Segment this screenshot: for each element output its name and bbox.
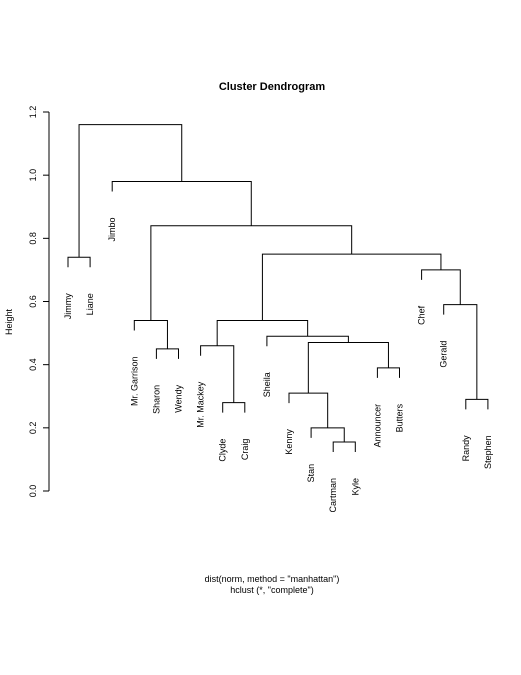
leaf-label: Sharon (151, 385, 161, 414)
sub-label: hclust (*, "complete") (230, 585, 313, 595)
y-axis-label: Height (4, 308, 14, 335)
dendrogram-link (133, 319, 168, 349)
leaf-label: Stephen (483, 435, 493, 469)
y-axis: 0.0 0.2 0.4 0.6 0.8 1.0 1.2 (28, 106, 50, 498)
y-tick-label: 0.8 (28, 232, 38, 245)
dendrogram-link (200, 345, 235, 403)
leaf-label: Liane (85, 293, 95, 315)
dendrogram-link (376, 367, 400, 378)
dendrogram-link (307, 342, 389, 394)
leaf-label: Gerald (439, 341, 449, 368)
dendrogram-link (155, 348, 179, 359)
leaf-label: Mr. Mackey (196, 381, 206, 428)
leaf-label: Announcer (372, 404, 382, 448)
dendrogram-link (288, 392, 329, 428)
dendrogram-link (150, 225, 353, 321)
dendrogram-link (67, 256, 91, 268)
x-axis-label: dist(norm, method = "manhattan") (205, 574, 340, 584)
leaf-label: Randy (461, 435, 471, 462)
dendrogram-link (310, 427, 345, 443)
leaf-label: Chef (417, 305, 427, 325)
dendrogram-links (67, 124, 489, 453)
dendrogram-link (266, 335, 349, 347)
dendrogram-link (78, 124, 183, 258)
dendrogram-link (111, 180, 252, 226)
dendrogram-link (261, 253, 442, 321)
leaf-label: Wendy (174, 384, 184, 412)
dendrogram-link (332, 441, 356, 453)
leaf-label: Jimmy (63, 293, 73, 319)
dendrogram-link (465, 398, 489, 410)
dendrogram-link (443, 304, 478, 400)
y-tick-label: 0.6 (28, 295, 38, 308)
dendrogram-link (421, 269, 461, 305)
y-tick-label: 0.4 (28, 358, 38, 371)
leaf-label: Jimbo (107, 217, 117, 241)
dendrogram-link (222, 402, 246, 413)
leaf-label: Mr. Garrison (129, 356, 139, 406)
y-tick-label: 1.2 (28, 106, 38, 119)
leaf-label: Clyde (218, 439, 228, 462)
leaf-labels: Jimmy Liane Jimbo Mr. Garrison Sharon Wendy Mr… (63, 217, 493, 512)
leaf-label: Stan (306, 464, 316, 483)
y-tick-label: 0.0 (28, 485, 38, 498)
chart-title: Cluster Dendrogram (219, 81, 326, 93)
leaf-label: Cartman (328, 478, 338, 513)
y-tick-label: 1.0 (28, 169, 38, 182)
leaf-label: Craig (240, 439, 250, 461)
leaf-label: Kenny (284, 429, 294, 455)
leaf-label: Butters (395, 403, 405, 432)
dendrogram-link (216, 319, 309, 346)
leaf-label: Kyle (350, 478, 360, 496)
y-tick-label: 0.2 (28, 422, 38, 435)
leaf-label: Sheila (262, 372, 272, 397)
